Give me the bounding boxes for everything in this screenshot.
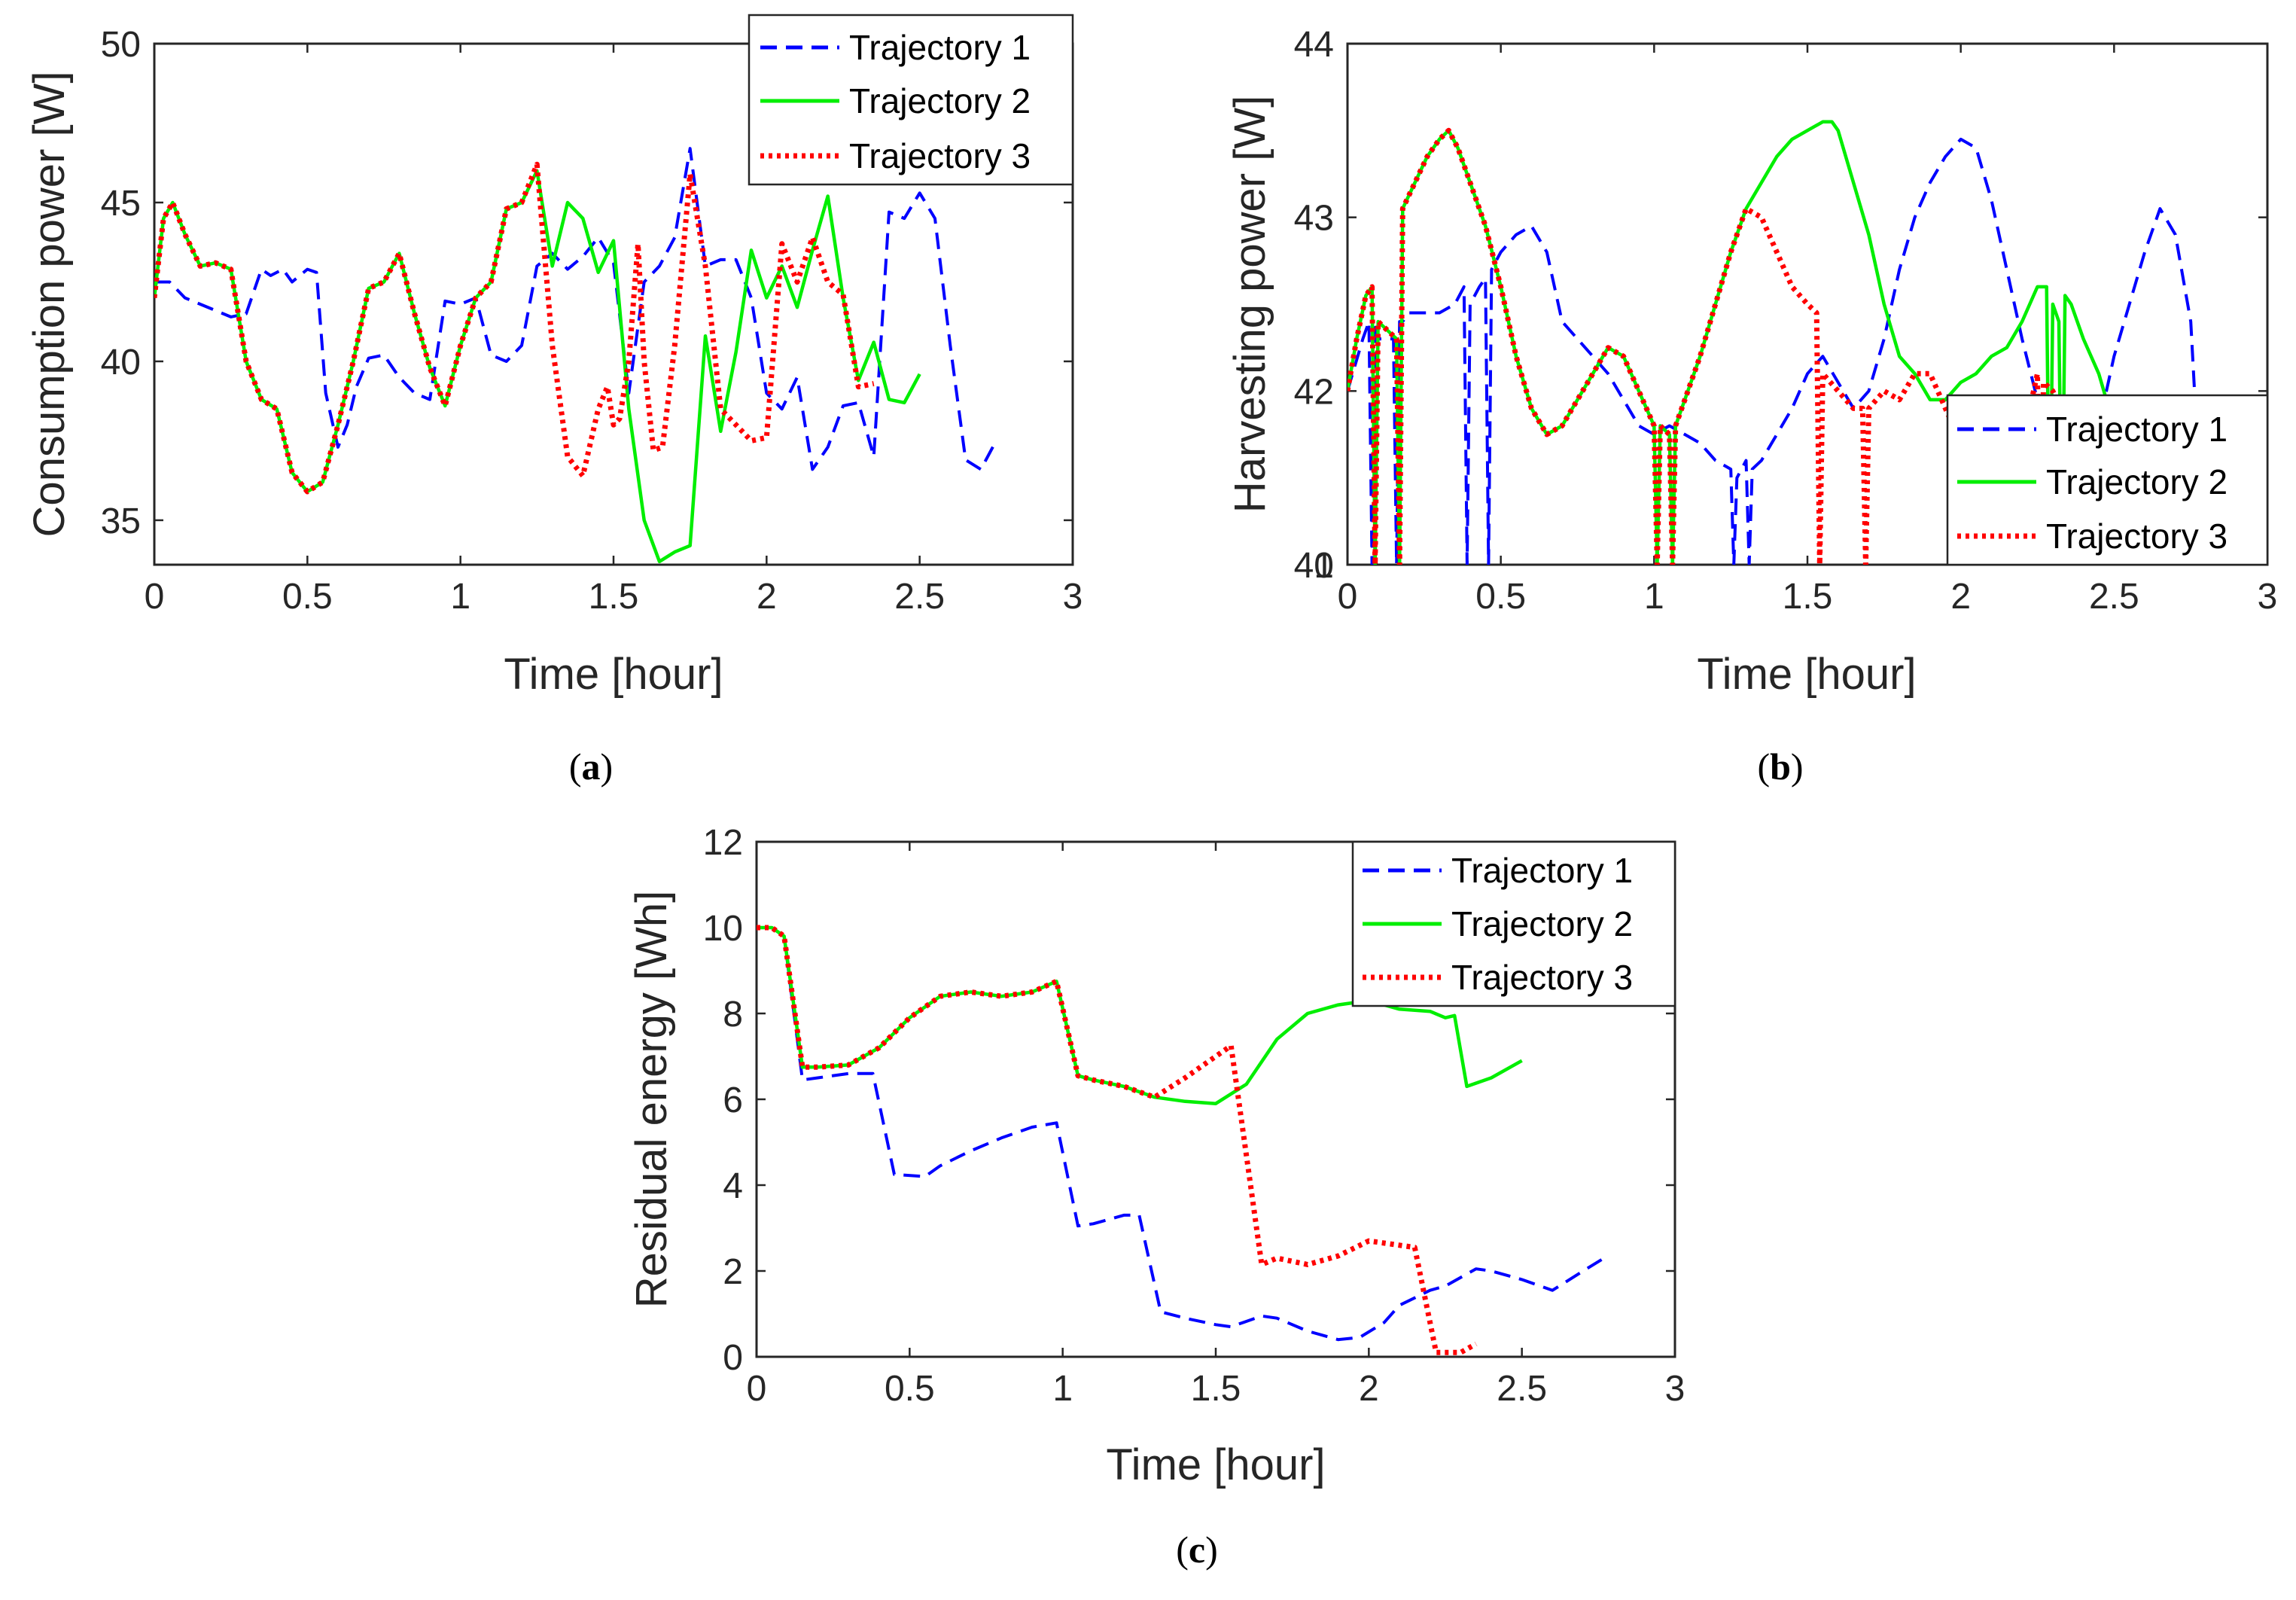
panel-a-legend-label-1: Trajectory 1 xyxy=(849,28,1031,67)
panel-a-consumption-power: 0 0.5 1 1.5 2 2.5 3 35 40 45 50 Time [hour] Consum… xyxy=(25,14,1083,788)
panel-a-x-tick-label: 1.5 xyxy=(589,577,639,617)
panel-c-legend-label-3: Trajectory 3 xyxy=(1451,958,1633,997)
panel-c-x-tick-label: 3 xyxy=(1665,1369,1685,1409)
panel-c-series-line-3 xyxy=(757,925,1478,1355)
panel-a-series-line-3 xyxy=(154,161,875,495)
panel-c-x-tick-label: 1.5 xyxy=(1191,1369,1241,1409)
panel-b-y-axis-label: Harvesting power [W] xyxy=(1226,96,1274,513)
panel-b-caption-letter: b xyxy=(1770,745,1791,788)
panel-b-x-tick-label: 1.5 xyxy=(1783,577,1833,617)
panel-a-x-tick-label: 1 xyxy=(450,577,470,617)
panel-a-y-tick-label: 45 xyxy=(101,184,141,224)
panel-a-x-tick-label: 2 xyxy=(757,577,777,617)
panel-c-caption-letter: c xyxy=(1189,1528,1205,1571)
panel-a-caption-letter: a xyxy=(582,745,601,788)
panel-c-legend: Trajectory 1 Trajectory 2 Trajectory 3 xyxy=(1351,840,1676,1007)
panel-c-y-tick-label: 10 xyxy=(703,909,743,949)
panel-b-y-tick-label: 43 xyxy=(1294,199,1334,239)
panel-a-y-tick-label: 35 xyxy=(101,501,141,541)
panel-c-y-tick-label: 2 xyxy=(723,1252,743,1292)
panel-a-y-tick-label: 50 xyxy=(101,25,141,65)
panel-b-caption: (b) xyxy=(1757,745,1803,788)
panel-b-series-line-1 xyxy=(1347,137,2199,565)
panel-c-y-tick-label: 12 xyxy=(703,823,743,863)
panel-c-y-tick-label: 4 xyxy=(723,1166,743,1206)
panel-a-x-tick-label: 2.5 xyxy=(894,577,945,617)
panel-a-series xyxy=(154,147,998,564)
panel-b-legend-label-2: Trajectory 2 xyxy=(2046,462,2227,501)
panel-b-x-tick-label: 0 xyxy=(1338,577,1358,617)
panel-c-x-tick-label: 0 xyxy=(747,1369,767,1409)
panel-b-legend-label-3: Trajectory 3 xyxy=(2046,517,2227,556)
panel-b-y-tick-label: 42 xyxy=(1294,372,1334,412)
panel-b-x-tick-label: 2 xyxy=(1950,577,1971,617)
panel-c-y-tick-label: 8 xyxy=(723,995,743,1035)
panel-c-x-tick-label: 2 xyxy=(1359,1369,1379,1409)
panel-c-caption-close: ) xyxy=(1205,1528,1218,1571)
panel-a-x-tick-label: 0 xyxy=(145,577,165,617)
panel-b-ticks: 0 0.5 1 1.5 2 2.5 3 041 42 43 44 xyxy=(1294,25,2278,617)
panel-a-legend: Trajectory 1 Trajectory 2 Trajectory 3 xyxy=(748,14,1074,186)
panel-b-x-tick-label: 1 xyxy=(1644,577,1664,617)
panel-c-y-tick-label: 6 xyxy=(723,1080,743,1120)
panel-b-x-axis-label: Time [hour] xyxy=(1697,650,1916,699)
panel-b-x-tick-label: 2.5 xyxy=(2089,577,2139,617)
panel-c-caption-open: ( xyxy=(1176,1528,1189,1571)
panel-c-x-tick-label: 0.5 xyxy=(885,1369,935,1409)
panel-c-series xyxy=(757,925,1609,1355)
panel-a-y-tick-label: 40 xyxy=(101,343,141,382)
panel-b-caption-close: ) xyxy=(1791,745,1804,788)
panel-b-caption-open: ( xyxy=(1757,745,1770,788)
panel-c-caption: (c) xyxy=(1176,1528,1218,1571)
panel-c-y-tick-label: 0 xyxy=(723,1338,743,1378)
panel-c-legend-label-2: Trajectory 2 xyxy=(1451,904,1633,943)
panel-b-x-tick-label: 3 xyxy=(2258,577,2278,617)
panel-a-series-line-1 xyxy=(154,147,998,471)
panel-a-y-axis-label: Consumption power [W] xyxy=(25,72,74,538)
panel-a-x-axis-label: Time [hour] xyxy=(504,650,723,699)
panel-c-x-axis-label: Time [hour] xyxy=(1106,1440,1325,1489)
panel-c-x-tick-label: 1 xyxy=(1052,1369,1073,1409)
panel-b-y-tick-label: 41 xyxy=(1294,546,1334,586)
panel-c-series-line-1 xyxy=(757,926,1609,1342)
panel-b-legend-label-1: Trajectory 1 xyxy=(2046,410,2227,449)
panel-c-ticks: 0 0.5 1 1.5 2 2.5 3 0 2 4 6 8 10 12 xyxy=(703,823,1685,1409)
panel-a-x-tick-label: 3 xyxy=(1063,577,1083,617)
panel-b-harvesting-power: 0 0.5 1 1.5 2 2.5 3 041 42 43 44 Time [hour] Harve… xyxy=(1226,25,2277,788)
panel-c-x-tick-label: 2.5 xyxy=(1497,1369,1547,1409)
panel-a-ticks: 0 0.5 1 1.5 2 2.5 3 35 40 45 50 xyxy=(101,25,1083,617)
panel-a-caption-open: ( xyxy=(569,745,582,788)
panel-b-x-tick-label: 0.5 xyxy=(1475,577,1526,617)
panel-a-legend-label-3: Trajectory 3 xyxy=(849,136,1031,175)
panel-c-residual-energy: 0 0.5 1 1.5 2 2.5 3 0 2 4 6 8 10 12 Time [hour] Resid… xyxy=(627,823,1685,1571)
panel-b-legend: Trajectory 1 Trajectory 2 Trajectory 3 xyxy=(1946,394,2269,566)
panel-a-x-tick-label: 0.5 xyxy=(282,577,333,617)
panel-c-legend-label-1: Trajectory 1 xyxy=(1451,851,1633,890)
panel-b-y-tick-label: 44 xyxy=(1294,25,1334,65)
panel-b-series xyxy=(1347,120,2199,565)
panel-a-caption: (a) xyxy=(569,745,613,788)
panel-a-caption-close: ) xyxy=(601,745,614,788)
panel-c-y-axis-label: Residual energy [Wh] xyxy=(627,891,676,1308)
panel-b-y-tick-label: 0 xyxy=(1314,546,1334,586)
panel-a-legend-label-2: Trajectory 2 xyxy=(849,81,1031,120)
